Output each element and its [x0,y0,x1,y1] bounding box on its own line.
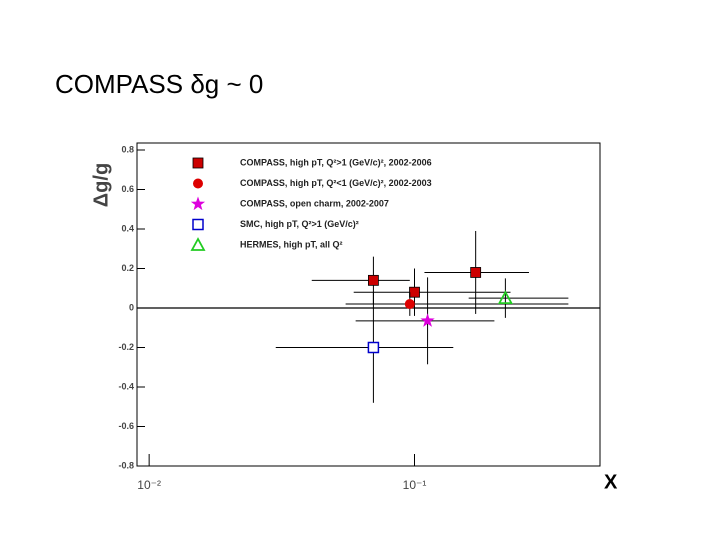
data-point [470,267,482,278]
x-tick-label: 10⁻¹ [403,478,427,492]
legend-marker [190,196,206,211]
legend-marker [193,178,203,189]
legend-marker [192,157,204,169]
data-point [497,290,513,305]
legend-label: COMPASS, high pT, Q²<1 (GeV/c)², 2002-20… [240,178,432,188]
y-axis-label: Δg/g [90,163,112,207]
data-point [404,299,415,310]
legend-marker [190,237,206,251]
y-tick-label: 0.2 [121,263,134,273]
legend-label: SMC, high pT, Q²>1 (GeV/c)² [240,219,359,229]
y-tick-label: -0.6 [118,421,134,431]
data-point [420,313,435,327]
y-tick-label: 0 [129,302,134,312]
x-axis-label: X [604,471,618,493]
legend-marker [192,218,204,231]
y-tick-label: -0.4 [118,381,134,391]
plot-frame [136,142,601,467]
data-point [409,286,420,298]
slide-title: COMPASS δg ~ 0 [55,69,263,99]
y-tick-label: 0.8 [121,144,134,154]
legend-label: COMPASS, open charm, 2002-2007 [240,198,389,208]
legend-label: COMPASS, high pT, Q²>1 (GeV/c)², 2002-20… [240,157,432,167]
legend-label: HERMES, high pT, all Q² [240,239,343,249]
y-tick-label: -0.2 [118,342,134,352]
x-tick-label: 10⁻² [137,478,161,492]
y-tick-label: 0.4 [121,223,134,233]
y-tick-label: 0.6 [121,184,134,194]
data-point [367,341,380,354]
y-tick-label: -0.8 [118,460,134,470]
data-point [368,274,379,286]
